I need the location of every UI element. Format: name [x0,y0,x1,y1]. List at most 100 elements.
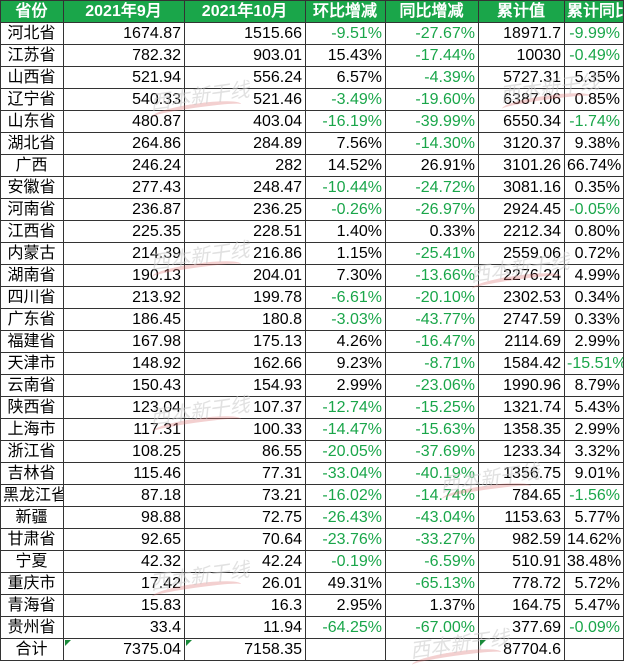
cumulative-cell: 164.75 [478,594,565,617]
yoy-change-cell: -8.71% [385,352,479,375]
cumulative-yoy-cell: -1.74% [564,110,624,133]
oct-value-cell: 77.31 [184,462,306,485]
sep-value-cell: 190.13 [63,264,185,287]
province-cell: 河南省 [0,198,64,221]
mom-change-cell: -3.03% [305,308,386,331]
yoy-change-cell: -43.04% [385,506,479,529]
cumulative-yoy-cell: -0.49% [564,44,624,67]
cumulative-yoy-cell: 5.35% [564,66,624,89]
province-cell: 上海市 [0,418,64,441]
cumulative-cell: 1153.63 [478,506,565,529]
mom-change-cell: 9.23% [305,352,386,375]
oct-value-cell: 72.75 [184,506,306,529]
sep-value-cell: 117.31 [63,418,185,441]
cumulative-cell: 510.91 [478,550,565,573]
yoy-change-cell: -67.00% [385,616,479,639]
table-row: 新疆 98.88 72.75 -26.43% -43.04% 1153.63 5.77% [0,506,624,529]
yoy-change-cell: -17.44% [385,44,479,67]
cumulative-cell: 1990.96 [478,374,565,397]
oct-value-cell: 521.46 [184,88,306,111]
mom-change-cell: -26.43% [305,506,386,529]
cumulative-cell: 2559.06 [478,242,565,265]
mom-change-cell: -23.76% [305,528,386,551]
province-cell: 广西 [0,154,64,177]
oct-value-cell: 199.78 [184,286,306,309]
cumulative-yoy-cell: -1.56% [564,484,624,507]
cumulative-yoy-cell: -0.09% [564,616,624,639]
cumulative-yoy-cell: 4.99% [564,264,624,287]
cumulative-yoy-cell: 5.43% [564,396,624,419]
cumulative-cell: 1584.42 [478,352,565,375]
table-row: 重庆市 17.42 26.01 49.31% -65.13% 778.72 5.72% [0,572,624,595]
table-row: 湖南省 190.13 204.01 7.30% -13.66% 2276.24 4.99% [0,264,624,287]
cumulative-yoy-cell: 2.99% [564,330,624,353]
header-yoy-change: 同比增减 [385,0,479,23]
table-row: 江西省 225.35 228.51 1.40% 0.33% 2212.34 0.80% [0,220,624,243]
mom-change-cell: -33.04% [305,462,386,485]
cumulative-yoy-cell: 14.62% [564,528,624,551]
cumulative-cell: 377.69 [478,616,565,639]
mom-change-cell: 15.43% [305,44,386,67]
yoy-change-cell: -14.30% [385,132,479,155]
mom-change-cell: -12.74% [305,396,386,419]
oct-value-cell: 180.8 [184,308,306,331]
sep-value-cell: 15.83 [63,594,185,617]
header-row: 省份 2021年9月 2021年10月 环比增减 同比增减 累计值 累计同比 [0,0,624,23]
cumulative-cell: 10030 [478,44,565,67]
sep-value-cell: 108.25 [63,440,185,463]
sep-value-cell: 246.24 [63,154,185,177]
province-cell: 贵州省 [0,616,64,639]
header-cumulative: 累计值 [478,0,565,23]
cumulative-cell: 1358.35 [478,418,565,441]
cumulative-yoy-cell: 9.01% [564,462,624,485]
cumulative-cell: 6550.34 [478,110,565,133]
cell-error-flag-icon [64,639,71,646]
header-province: 省份 [0,0,64,23]
cumulative-yoy-cell: -0.05% [564,198,624,221]
province-cell: 江西省 [0,220,64,243]
yoy-change-cell: -26.97% [385,198,479,221]
cumulative-cell: 2212.34 [478,220,565,243]
table-row: 河南省 236.87 236.25 -0.26% -26.97% 2924.45 -0.05… [0,198,624,221]
table-row: 吉林省 115.46 77.31 -33.04% -40.19% 1356.75 9.01% [0,462,624,485]
table-row: 贵州省 33.4 11.94 -64.25% -67.00% 377.69 -0.09% [0,616,624,639]
yoy-change-cell: -39.99% [385,110,479,133]
cumulative-cell: 2924.45 [478,198,565,221]
cumulative-yoy-cell: 0.72% [564,242,624,265]
cumulative-yoy-cell: 0.85% [564,88,624,111]
sep-value-cell: 33.4 [63,616,185,639]
cumulative-cell: 1233.34 [478,440,565,463]
mom-change-cell: 4.26% [305,330,386,353]
table-row: 福建省 167.98 175.13 4.26% -16.47% 2114.69 2.99% [0,330,624,353]
sep-value-cell: 521.94 [63,66,185,89]
province-cell: 湖北省 [0,132,64,155]
cumulative-yoy-cell: 3.32% [564,440,624,463]
cumulative-cell: 18971.7 [478,22,565,45]
province-cell: 甘肃省 [0,528,64,551]
table-row: 甘肃省 92.65 70.64 -23.76% -33.27% 982.59 14.62% [0,528,624,551]
cumulative-cell: 2302.53 [478,286,565,309]
mom-change-cell: 7.30% [305,264,386,287]
table-row: 四川省 213.92 199.78 -6.61% -20.10% 2302.53 0.34% [0,286,624,309]
mom-change-cell: 2.95% [305,594,386,617]
sep-value-cell: 98.88 [63,506,185,529]
sep-value-cell: 1674.87 [63,22,185,45]
table-row: 安徽省 277.43 248.47 -10.44% -24.72% 3081.16 0.35… [0,176,624,199]
total-row: 合计 7375.04 7158.35 87704.6 [0,638,624,661]
sep-value-cell: 782.32 [63,44,185,67]
cumulative-cell: 3081.16 [478,176,565,199]
sep-value-cell: 17.42 [63,572,185,595]
cumulative-cell: 778.72 [478,572,565,595]
sep-value-cell: 540.33 [63,88,185,111]
cumulative-yoy-cell: 2.99% [564,418,624,441]
province-cell: 四川省 [0,286,64,309]
sep-value-cell: 186.45 [63,308,185,331]
oct-value-cell: 107.37 [184,396,306,419]
yoy-change-cell: -15.25% [385,396,479,419]
province-cell: 山西省 [0,66,64,89]
province-cell: 江苏省 [0,44,64,67]
province-cell: 天津市 [0,352,64,375]
province-cell: 新疆 [0,506,64,529]
cumulative-cell: 1321.74 [478,396,565,419]
